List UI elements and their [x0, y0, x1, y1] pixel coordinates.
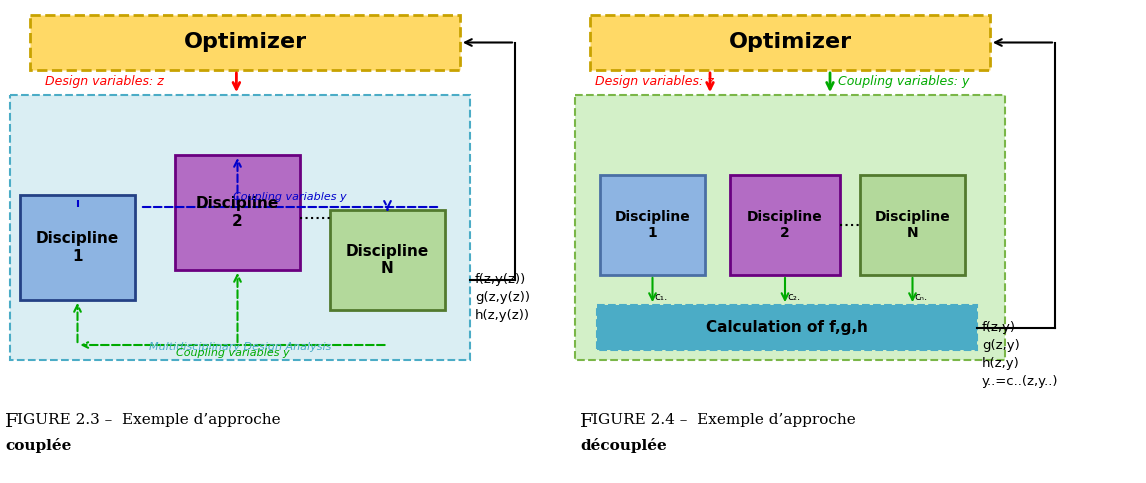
Text: f(z,y(z)): f(z,y(z)) [474, 273, 526, 286]
Text: Discipline
1: Discipline 1 [614, 210, 690, 240]
Text: Discipline
1: Discipline 1 [36, 231, 119, 264]
Text: c₂.: c₂. [787, 292, 800, 302]
Text: Discipline
N: Discipline N [346, 244, 429, 276]
Text: Optimizer: Optimizer [183, 32, 307, 53]
FancyBboxPatch shape [590, 15, 990, 70]
Text: F: F [580, 413, 594, 431]
Text: Calculation of f,g,h: Calculation of f,g,h [706, 320, 868, 335]
Text: Optimizer: Optimizer [729, 32, 851, 53]
Text: c₁.: c₁. [654, 292, 668, 302]
Text: Coupling variables y: Coupling variables y [175, 348, 289, 358]
FancyBboxPatch shape [30, 15, 460, 70]
Text: Discipline
N: Discipline N [874, 210, 950, 240]
FancyBboxPatch shape [330, 210, 445, 310]
Text: IGURE 2.3 –  Exemple d’approche: IGURE 2.3 – Exemple d’approche [17, 413, 281, 427]
Text: F: F [5, 413, 18, 431]
Text: g(z,y(z)): g(z,y(z)) [474, 292, 529, 304]
Text: Multidisciplinary Design Analysis: Multidisciplinary Design Analysis [149, 342, 331, 352]
FancyBboxPatch shape [730, 175, 840, 275]
Text: Design variables: z: Design variables: z [45, 75, 164, 88]
Text: h(z,y): h(z,y) [982, 357, 1020, 370]
Text: g(z,y): g(z,y) [982, 339, 1020, 352]
Text: découplée: découplée [580, 438, 667, 453]
Text: Design variables: z: Design variables: z [595, 75, 714, 88]
FancyBboxPatch shape [19, 195, 135, 300]
FancyBboxPatch shape [575, 95, 1005, 360]
Text: Discipline
2: Discipline 2 [196, 196, 280, 228]
Text: cₙ.: cₙ. [915, 292, 928, 302]
Text: y..=c..(z,y..): y..=c..(z,y..) [982, 375, 1059, 388]
FancyBboxPatch shape [601, 175, 705, 275]
Text: Coupling variables: y: Coupling variables: y [838, 75, 970, 88]
Text: IGURE 2.4 –  Exemple d’approche: IGURE 2.4 – Exemple d’approche [592, 413, 856, 427]
Text: f(z,y): f(z,y) [982, 321, 1017, 334]
Text: Discipline
2: Discipline 2 [747, 210, 823, 240]
FancyBboxPatch shape [597, 305, 978, 350]
Text: Coupling variables y: Coupling variables y [233, 192, 347, 202]
FancyBboxPatch shape [10, 95, 470, 360]
FancyBboxPatch shape [175, 155, 300, 270]
FancyBboxPatch shape [860, 175, 965, 275]
Text: couplée: couplée [5, 438, 71, 453]
Text: h(z,y(z)): h(z,y(z)) [474, 310, 529, 323]
